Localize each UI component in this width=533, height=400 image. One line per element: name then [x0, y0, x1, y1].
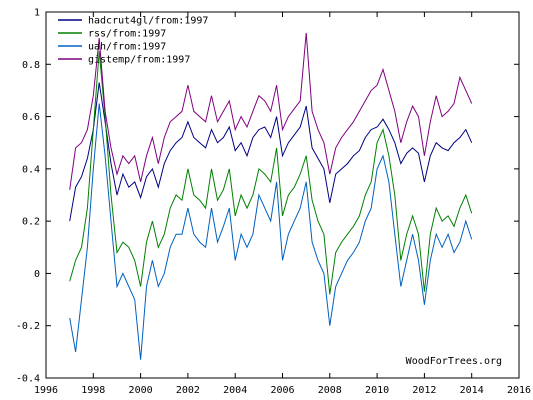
- y-tick-label: -0.2: [16, 321, 40, 332]
- series-line-4: [69, 32, 473, 190]
- legend-label-1: hadcrut4gl/from:1997: [88, 16, 208, 27]
- y-tick-label: 0.6: [22, 112, 40, 123]
- x-tick-label: 2000: [129, 385, 153, 396]
- y-tick-label: -0.4: [16, 374, 40, 385]
- y-tick-label: 0: [34, 269, 40, 280]
- series-line-3: [69, 103, 473, 360]
- x-tick-label: 1998: [81, 385, 105, 396]
- y-tick-label: 0.2: [22, 217, 40, 228]
- y-tick-label: 0.4: [22, 164, 40, 175]
- x-tick-label: 2014: [460, 385, 484, 396]
- x-tick-label: 2004: [223, 385, 247, 396]
- x-tick-label: 2002: [176, 385, 200, 396]
- x-tick-label: 2016: [507, 385, 531, 396]
- legend-label-3: uah/from:1997: [88, 42, 166, 53]
- x-tick-label: 2012: [412, 385, 436, 396]
- y-tick-label: 1: [34, 8, 40, 19]
- x-tick-label: 2006: [270, 385, 294, 396]
- x-tick-label: 1996: [34, 385, 58, 396]
- credit-label: WoodForTrees.org: [406, 356, 502, 367]
- axis-layer: 1996 1998 2000 2002 2004 2006 2008 2010 2012 2014…: [16, 8, 531, 397]
- legend-label-4: gistemp/from:1997: [88, 55, 190, 66]
- series-line-2: [69, 51, 473, 295]
- legend-label-2: rss/from:1997: [88, 29, 166, 40]
- legend: hadcrut4gl/from:1997 rss/from:1997 uah/fro…: [58, 16, 208, 66]
- y-tick-label: 0.8: [22, 60, 40, 71]
- series-layer: [69, 32, 473, 360]
- x-tick-label: 2008: [318, 385, 342, 396]
- x-tick-label: 2010: [365, 385, 389, 396]
- series-line-1: [69, 82, 473, 222]
